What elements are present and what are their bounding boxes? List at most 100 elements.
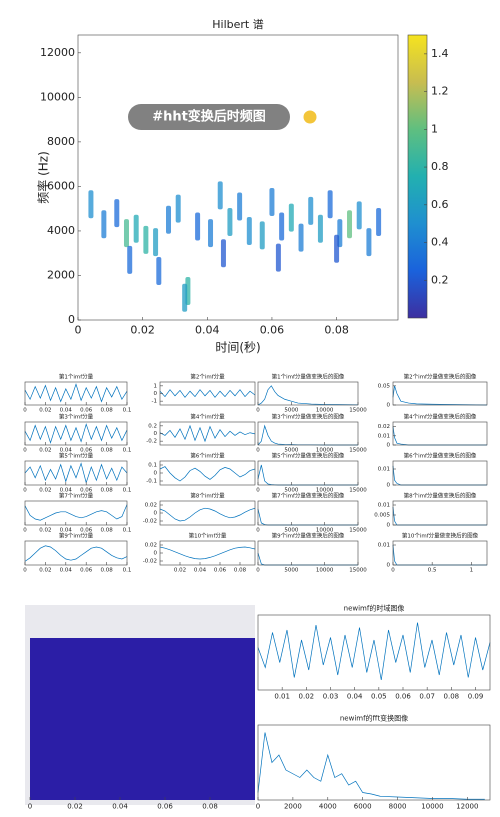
y-tick-label: 0.1 [148, 463, 157, 469]
spectrum-point [327, 190, 333, 219]
axes-frame [24, 540, 128, 566]
y-tick-label: -0.02 [143, 559, 157, 565]
signal-line [257, 732, 485, 800]
x-tick-label: 0.04 [60, 448, 73, 454]
y-tick-label: 0.02 [378, 424, 390, 430]
x-tick-label: 0 [256, 408, 260, 414]
chart-title: 第8个imf分量做变换后的图像 [404, 492, 477, 500]
annotation: #hht变换后时频图 [152, 109, 266, 125]
spectrum-point [279, 212, 285, 241]
chart-title: 第1个imf分量 [59, 373, 94, 381]
colorbar [407, 34, 428, 319]
x-tick-label: 10000 [316, 488, 334, 494]
x-axis-label: 时间(秒) [215, 341, 260, 355]
signal-line [24, 545, 128, 562]
x-tick-label: 0.02 [39, 528, 51, 534]
chart-title: 第4个imf分量 [190, 413, 225, 421]
spectrum-point [288, 203, 294, 232]
x-tick-label: 0.05 [371, 693, 387, 701]
x-tick-label: 0 [75, 323, 82, 336]
spectrum-point [366, 228, 372, 257]
spectrum-point [259, 221, 265, 250]
x-tick-label: 0.06 [214, 568, 227, 574]
spectrum-point [220, 239, 226, 268]
x-tick-label: 10000 [316, 408, 334, 414]
x-tick-label: 5000 [284, 408, 298, 414]
x-tick-label: 0.08 [100, 408, 113, 414]
x-tick-label: 10000 [421, 803, 443, 811]
spectrum-point [298, 223, 304, 252]
colorbar-tick-label: 1.4 [431, 47, 449, 60]
x-tick-label: 0.08 [202, 803, 218, 811]
x-tick-label: 0 [23, 408, 27, 414]
x-tick-label: 0 [256, 568, 260, 574]
x-tick-label: 0.04 [60, 408, 73, 414]
x-tick-label: 0.08 [324, 323, 349, 336]
signal-line [257, 385, 359, 406]
spectrum-point [182, 283, 188, 312]
axes-frame [24, 460, 128, 486]
x-tick-label: 0.1 [123, 568, 132, 574]
x-tick-label: 15000 [349, 408, 367, 414]
y-tick-label: 0 [387, 403, 391, 409]
x-tick-label: 0.08 [100, 528, 113, 534]
spectrum-point [166, 205, 172, 234]
chart-title: 第2个imf分量 [190, 373, 225, 381]
x-tick-label: 0.04 [112, 803, 128, 811]
spectrum-point [317, 214, 323, 243]
spectrum-point [275, 243, 281, 272]
chart-title: 第5个imf分量 [59, 452, 94, 460]
spectrum-point [246, 216, 252, 245]
spectrum-point [195, 212, 201, 241]
x-tick-label: 0.06 [80, 568, 93, 574]
chart-title: 第6个imf分量做变换后的图像 [404, 452, 477, 460]
chart-title: 第9个imf分量 [59, 532, 94, 540]
x-tick-label: 0.1 [123, 408, 132, 414]
x-tick-label: 0.07 [419, 693, 435, 701]
x-tick-label: 0 [256, 528, 260, 534]
x-tick-label: 0.02 [39, 408, 51, 414]
y-tick-label: 0 [154, 471, 158, 477]
x-tick-label: 2000 [284, 803, 302, 811]
spectrum-point [269, 187, 275, 216]
x-tick-label: 0.04 [60, 488, 73, 494]
spectrum-point [237, 192, 243, 221]
x-tick-label: 8000 [389, 803, 407, 811]
signal-line [159, 546, 256, 560]
y-axis-label: 频率 (Hz) [36, 151, 51, 204]
x-tick-label: 0 [391, 568, 395, 574]
x-tick-label: 10000 [316, 568, 334, 574]
x-tick-label: 0.08 [100, 488, 113, 494]
signal-line [24, 504, 128, 521]
y-tick-label: 0.02 [145, 543, 157, 549]
x-tick-label: 0 [256, 488, 260, 494]
y-tick-label: 0 [154, 391, 158, 397]
y-tick-label: 0.01 [378, 433, 390, 439]
axes-frame [392, 381, 488, 406]
annotation-dot [300, 107, 320, 127]
x-tick-label: 0 [256, 803, 260, 811]
chart-title: 第5个imf分量做变换后的图像 [272, 452, 345, 460]
colorbar-tick-label: 0.2 [431, 273, 449, 286]
x-tick-label: 15000 [349, 488, 367, 494]
x-tick-label: 0.02 [39, 448, 51, 454]
x-tick-label: 0.03 [323, 693, 339, 701]
spectrogram [30, 638, 255, 800]
y-tick-label: 6000 [47, 179, 75, 192]
chart-title: 第2个imf分量做变换后的图像 [404, 373, 477, 381]
x-tick-label: 0.08 [444, 693, 460, 701]
chart-title: Hilbert 谱 [212, 17, 263, 31]
chart-title: 第10个imf分量做变换后的图像 [402, 532, 479, 540]
x-tick-label: 0.08 [100, 448, 113, 454]
colorbar-tick-label: 0.6 [431, 198, 449, 211]
x-tick-label: 0.08 [234, 568, 247, 574]
x-tick-label: 10000 [316, 528, 334, 534]
colorbar-tick-label: 0.4 [431, 236, 449, 249]
signal-line [392, 385, 488, 406]
axes-frame [392, 460, 488, 486]
y-tick-label: 0 [387, 483, 391, 489]
y-tick-label: -0.1 [146, 479, 157, 485]
x-tick-label: 0.04 [60, 528, 73, 534]
x-tick-label: 0.06 [395, 693, 411, 701]
spectrum-point [123, 219, 129, 248]
